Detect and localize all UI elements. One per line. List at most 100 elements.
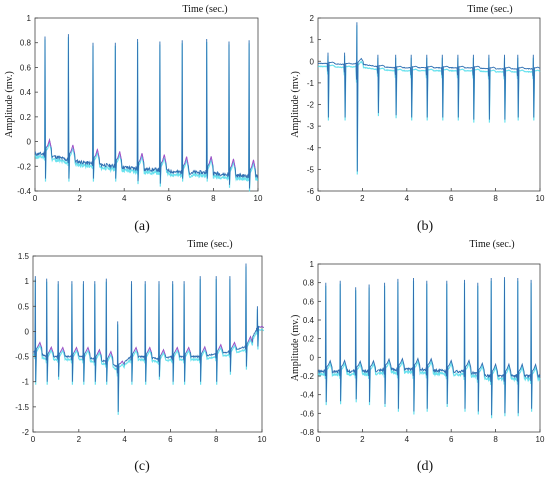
x-tick-label: 8 bbox=[211, 194, 216, 203]
y-tick-label: 0.2 bbox=[20, 113, 32, 122]
ecg-t-wave-mark bbox=[247, 335, 253, 342]
x-tick-label: 4 bbox=[122, 194, 127, 203]
chart-title: Time (sec.) bbox=[182, 4, 227, 15]
x-tick-label: 8 bbox=[493, 435, 498, 444]
plot-frame bbox=[317, 263, 541, 433]
x-tick-label: 2 bbox=[77, 435, 82, 444]
y-tick-label: -1.5 bbox=[15, 403, 29, 412]
ecg-t-wave-mark bbox=[147, 346, 152, 353]
x-tick-label: 0 bbox=[316, 435, 321, 444]
y-tick-label: -0.2 bbox=[17, 162, 31, 171]
y-tick-label: 1 bbox=[27, 14, 32, 23]
ecg-t-wave-mark bbox=[133, 346, 139, 353]
y-tick-label: 0.6 bbox=[20, 63, 32, 72]
y-tick-label: -0.4 bbox=[300, 391, 314, 400]
ecg-trace bbox=[34, 34, 259, 189]
y-tick-label: 0 bbox=[27, 138, 32, 147]
y-tick-label: -3 bbox=[307, 122, 315, 131]
plot-frame bbox=[32, 255, 263, 433]
ecg-t-wave-mark bbox=[37, 341, 42, 348]
ecg-t-wave-mark bbox=[94, 147, 100, 157]
ecg-t-wave-mark bbox=[259, 325, 264, 328]
ecg-t-wave-mark bbox=[117, 151, 122, 159]
chart-title: Time (sec.) bbox=[467, 4, 512, 15]
ecg-panel-d: 0 2 4 6 8 10 -0.8 -0.6 -0.4 -0.2 0 0.2 0.4 0.6 0.8 1 Tim… bbox=[290, 239, 545, 474]
ecg-t-wave-mark bbox=[48, 346, 54, 353]
ecg-t-wave-mark bbox=[250, 159, 256, 169]
y-tick-label: 0.6 bbox=[303, 297, 315, 306]
panel-label: (c) bbox=[134, 459, 150, 474]
chart-title: Time (sec.) bbox=[187, 239, 232, 250]
x-tick-label: 6 bbox=[167, 194, 172, 203]
y-axis-label: Amplitude (mv.) bbox=[290, 315, 301, 382]
ecg-trace-shadow bbox=[317, 25, 541, 175]
y-tick-label: 0 bbox=[25, 327, 30, 336]
x-tick-label: 4 bbox=[405, 435, 410, 444]
x-tick-label: 10 bbox=[254, 194, 263, 203]
y-tick-label: 0.4 bbox=[20, 88, 32, 97]
plot-frame bbox=[34, 17, 259, 192]
ecg-panel-b: 0 2 4 6 8 10 -6 -5 -4 -3 -2 -1 0 1 2 Time (sec.) Amplitu… bbox=[290, 4, 545, 234]
y-tick-label: -5 bbox=[307, 165, 315, 174]
panel-label: (a) bbox=[134, 219, 150, 234]
y-tick-label: -0.8 bbox=[300, 428, 314, 437]
ecg-trace-shadow bbox=[32, 266, 265, 415]
y-tick-label: 0 bbox=[310, 57, 315, 66]
plot-frame bbox=[317, 17, 541, 192]
ecg-t-wave-mark bbox=[160, 348, 166, 355]
ecg-panel-c: 0 2 4 6 8 10 -2 -1.5 -1 -0.5 0 0.5 1 1.5 Time (sec.) (c… bbox=[15, 239, 267, 474]
x-tick-label: 6 bbox=[449, 435, 454, 444]
y-tick-label: 1.5 bbox=[18, 252, 30, 261]
ecg-t-wave-mark bbox=[73, 346, 79, 353]
ecg-trace bbox=[317, 22, 541, 172]
ecg-t-wave-mark bbox=[231, 341, 237, 348]
y-tick-label: 0.5 bbox=[18, 302, 30, 311]
ecg-t-wave-mark bbox=[139, 153, 144, 162]
x-tick-label: 2 bbox=[360, 194, 365, 203]
x-tick-label: 6 bbox=[168, 435, 173, 444]
ecg-t-wave-mark bbox=[218, 343, 223, 350]
y-axis-label: Amplitude (mv.) bbox=[4, 71, 15, 138]
x-tick-label: 0 bbox=[33, 194, 38, 203]
x-tick-label: 0 bbox=[31, 435, 36, 444]
ecg-t-wave-mark bbox=[108, 350, 113, 357]
ecg-t-wave-mark bbox=[186, 346, 191, 353]
y-axis-label: Amplitude (mv.) bbox=[290, 71, 301, 138]
ecg-t-wave-mark bbox=[174, 346, 180, 353]
y-tick-label: 2 bbox=[310, 14, 315, 23]
ecg-trace bbox=[317, 277, 541, 416]
x-tick-label: 8 bbox=[214, 435, 219, 444]
ecg-t-wave-mark bbox=[161, 154, 167, 163]
x-tick-label: 10 bbox=[536, 194, 545, 203]
y-tick-label: 0 bbox=[310, 353, 315, 362]
y-tick-label: -0.6 bbox=[300, 409, 314, 418]
y-tick-label: 0.2 bbox=[303, 335, 315, 344]
y-tick-label: -0.5 bbox=[15, 353, 29, 362]
y-tick-label: -0.2 bbox=[300, 372, 314, 381]
y-tick-label: -6 bbox=[307, 187, 315, 196]
y-tick-label: -2 bbox=[22, 428, 30, 437]
ecg-trace-shadow bbox=[317, 280, 541, 419]
x-tick-label: 8 bbox=[493, 194, 498, 203]
x-tick-label: 6 bbox=[449, 194, 454, 203]
y-tick-label: 0.4 bbox=[303, 316, 315, 325]
y-tick-label: -2 bbox=[307, 101, 315, 110]
ecg-t-wave-mark bbox=[96, 348, 102, 355]
x-tick-label: 10 bbox=[258, 435, 267, 444]
ecg-t-wave-mark bbox=[119, 360, 125, 365]
ecg-trace bbox=[32, 263, 265, 412]
x-tick-label: 2 bbox=[77, 194, 82, 203]
y-tick-label: 1 bbox=[25, 277, 30, 286]
panel-label: (b) bbox=[417, 219, 434, 234]
x-tick-label: 2 bbox=[360, 435, 365, 444]
x-tick-label: 0 bbox=[316, 194, 321, 203]
y-tick-label: 1 bbox=[310, 36, 315, 45]
ecg-panel-a: 0 2 4 6 8 10 -0.4 -0.2 0 0.2 0.4 0.6 0.8 1 Time (sec.)… bbox=[4, 4, 263, 234]
ecg-t-wave-mark bbox=[70, 144, 75, 153]
x-tick-label: 4 bbox=[122, 435, 127, 444]
ecg-t-wave-mark bbox=[202, 345, 207, 352]
x-tick-label: 10 bbox=[536, 435, 545, 444]
y-tick-label: 0.8 bbox=[20, 39, 32, 48]
ecg-t-wave-mark bbox=[230, 158, 236, 168]
